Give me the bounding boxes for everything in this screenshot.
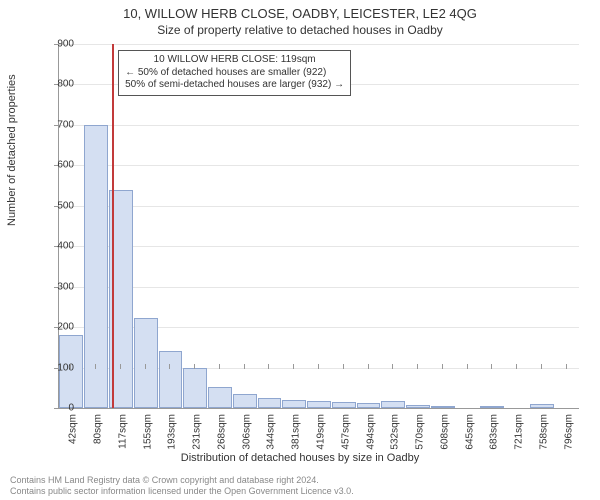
x-tick-mark [244,364,245,369]
x-tick-label: 419sqm [316,414,327,450]
x-tick-mark [442,364,443,369]
y-tick-label: 600 [34,160,74,171]
x-tick-mark [145,364,146,369]
y-tick-label: 300 [34,281,74,292]
x-tick-label: 608sqm [439,414,450,450]
x-tick-mark [392,364,393,369]
y-tick-label: 400 [34,241,74,252]
y-tick-label: 200 [34,322,74,333]
histogram-bar [208,387,232,408]
x-tick-label: 306sqm [241,414,252,450]
grid-line [59,44,579,45]
y-tick-label: 700 [34,119,74,130]
histogram-bar [258,398,282,409]
x-tick-label: 645sqm [464,414,475,450]
x-tick-label: 155sqm [142,414,153,450]
histogram-bar [159,351,183,408]
x-tick-mark [368,364,369,369]
y-tick-label: 0 [34,403,74,414]
histogram-bar [381,401,405,408]
annotation-line: ← 50% of detached houses are smaller (92… [125,67,344,80]
histogram-bar [307,401,331,408]
reference-line [112,44,114,408]
x-tick-label: 268sqm [216,414,227,450]
x-tick-mark [219,364,220,369]
x-tick-mark [343,364,344,369]
y-tick-label: 900 [34,39,74,50]
x-tick-label: 80sqm [93,414,104,444]
x-tick-mark [541,364,542,369]
x-tick-mark [268,364,269,369]
annotation-line: 10 WILLOW HERB CLOSE: 119sqm [125,54,344,67]
histogram-bar [357,403,381,408]
x-axis-label: Distribution of detached houses by size … [0,452,600,464]
x-tick-label: 231sqm [192,414,203,450]
histogram-bar [332,402,356,408]
chart-title-main: 10, WILLOW HERB CLOSE, OADBY, LEICESTER,… [0,0,600,21]
footer-attribution: Contains HM Land Registry data © Crown c… [10,475,354,496]
x-tick-mark [70,364,71,369]
y-axis-label: Number of detached properties [6,74,18,226]
x-tick-label: 381sqm [291,414,302,450]
histogram-bar [431,406,455,408]
footer-line2: Contains public sector information licen… [10,486,354,496]
y-tick-label: 500 [34,200,74,211]
chart-plot-area: 10 WILLOW HERB CLOSE: 119sqm← 50% of det… [58,44,579,409]
x-tick-mark [95,364,96,369]
histogram-bar [530,404,554,408]
histogram-bar [282,400,306,408]
histogram-bar [406,405,430,408]
grid-line [59,246,579,247]
grid-line [59,165,579,166]
x-tick-mark [169,364,170,369]
grid-line [59,125,579,126]
annotation-line: 50% of semi-detached houses are larger (… [125,79,344,92]
grid-line [59,206,579,207]
x-tick-label: 344sqm [266,414,277,450]
x-tick-mark [516,364,517,369]
histogram-bar [183,368,207,408]
chart-title-sub: Size of property relative to detached ho… [0,21,600,37]
x-tick-mark [417,364,418,369]
x-tick-mark [491,364,492,369]
x-tick-mark [194,364,195,369]
annotation-box: 10 WILLOW HERB CLOSE: 119sqm← 50% of det… [118,50,351,96]
y-tick-label: 100 [34,362,74,373]
x-tick-mark [293,364,294,369]
x-tick-label: 117sqm [117,414,128,449]
grid-line [59,287,579,288]
x-tick-mark [318,364,319,369]
x-tick-mark [120,364,121,369]
histogram-bar [233,394,257,408]
x-tick-label: 193sqm [167,414,178,450]
x-tick-label: 494sqm [365,414,376,450]
histogram-bar [480,406,504,408]
x-tick-label: 758sqm [538,414,549,450]
x-tick-mark [467,364,468,369]
x-tick-label: 570sqm [415,414,426,450]
footer-line1: Contains HM Land Registry data © Crown c… [10,475,354,485]
x-tick-label: 532sqm [390,414,401,450]
y-tick-label: 800 [34,79,74,90]
x-tick-mark [566,364,567,369]
x-tick-label: 721sqm [514,414,525,450]
x-tick-label: 457sqm [340,414,351,450]
x-tick-label: 683sqm [489,414,500,450]
x-tick-label: 42sqm [68,414,79,444]
x-tick-label: 796sqm [563,414,574,450]
